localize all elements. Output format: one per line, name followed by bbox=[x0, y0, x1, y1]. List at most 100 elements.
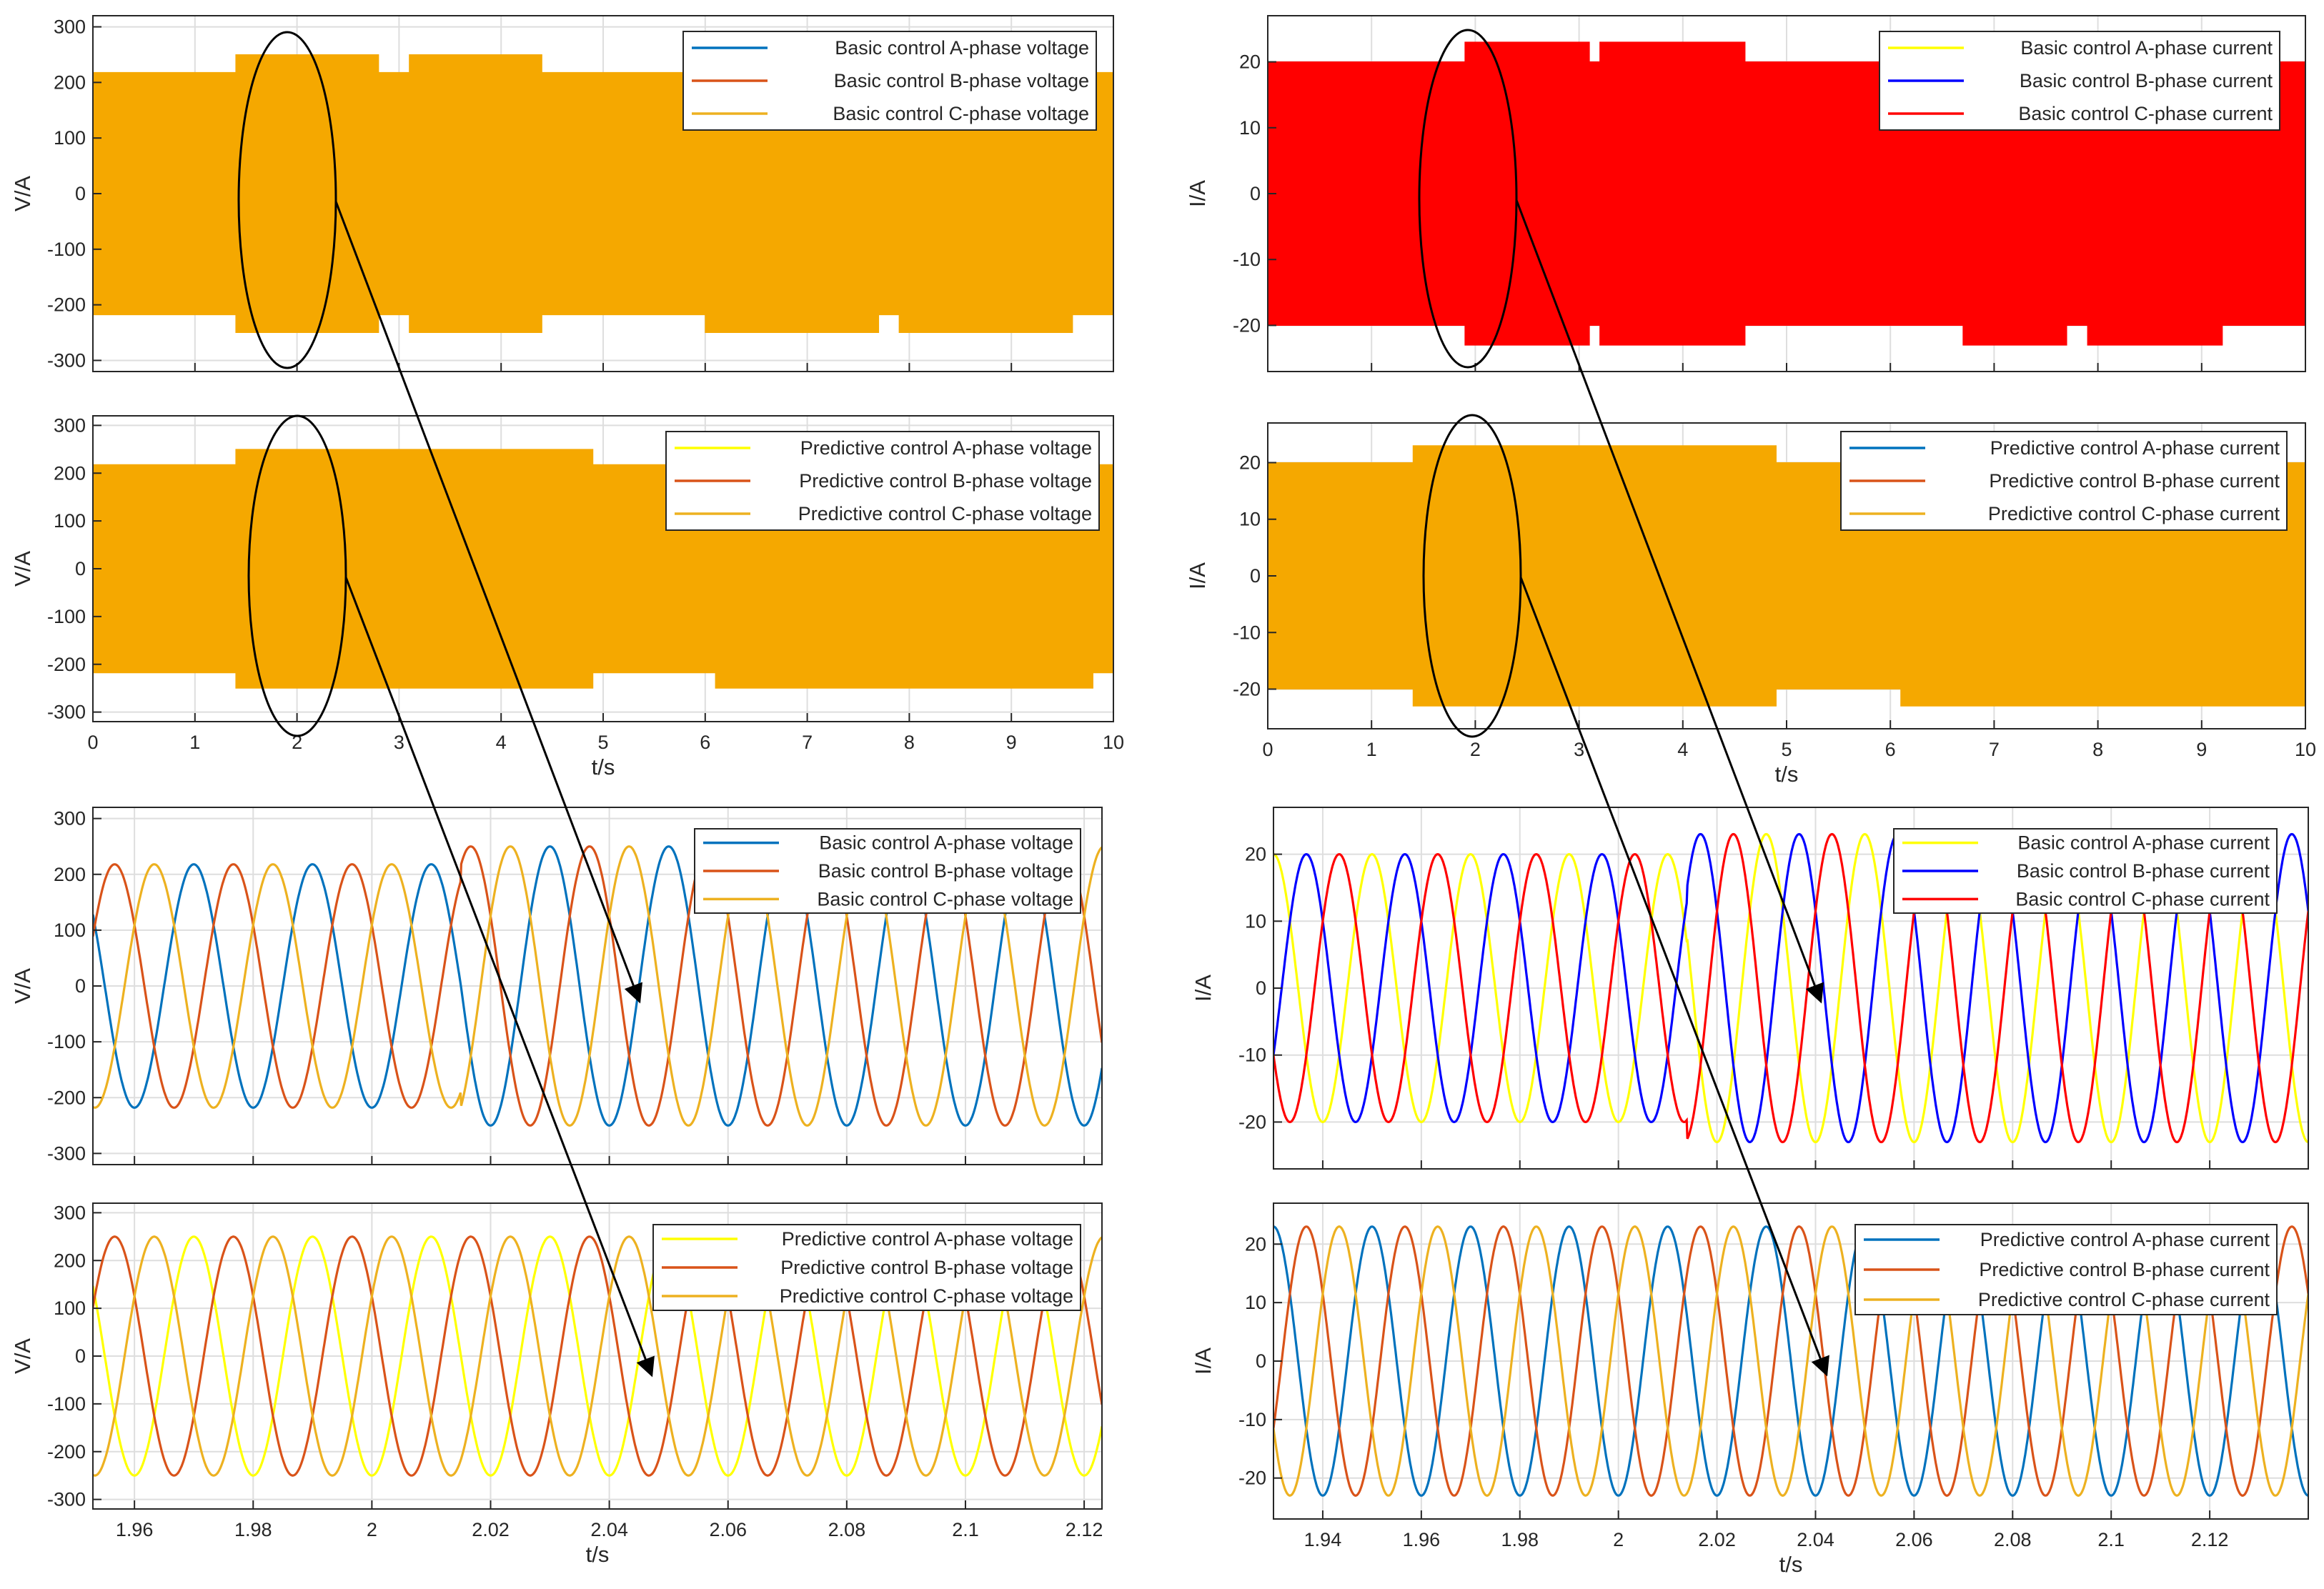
x-tick-label: 5 bbox=[597, 732, 608, 753]
legend-label: Basic control A-phase current bbox=[2017, 832, 2270, 854]
y-tick-label: -20 bbox=[1238, 1111, 1266, 1132]
y-tick-label: 300 bbox=[54, 414, 86, 436]
x-tick-label: 1.94 bbox=[1304, 1529, 1342, 1550]
legend-label: Basic control B-phase voltage bbox=[834, 70, 1089, 91]
legend: Basic control A-phase current Basic contr… bbox=[1879, 31, 2280, 131]
x-tick-label: 1.96 bbox=[1403, 1529, 1441, 1550]
y-tick-label: -300 bbox=[47, 1489, 86, 1510]
x-tick-label: 2.1 bbox=[952, 1519, 979, 1540]
legend: Predictive control A-phase current Predic… bbox=[1854, 1224, 2278, 1315]
y-tick-label: 0 bbox=[75, 558, 86, 579]
y-tick-label: -200 bbox=[47, 294, 86, 316]
x-tick-label: 3 bbox=[1574, 739, 1584, 760]
y-tick-label: -20 bbox=[1233, 314, 1261, 336]
x-tick-label: 10 bbox=[1103, 732, 1124, 753]
legend: Predictive control A-phase voltage Predic… bbox=[652, 1224, 1081, 1311]
x-tick-label: 1 bbox=[189, 732, 200, 753]
y-tick-label: 10 bbox=[1245, 910, 1266, 932]
y-tick-label: 10 bbox=[1239, 117, 1261, 139]
y-axis-label: I/A bbox=[1191, 975, 1216, 1002]
y-tick-label: -300 bbox=[47, 702, 86, 723]
current-predictive-full-panel: -20 -10 0 10 20 0 1 2 3 4 5 6 7 8 9 10 I/A t/s Predictive … bbox=[1185, 422, 2316, 787]
current-basic-full-panel: -20 -10 0 10 20 I/A Basic control A-phase curr… bbox=[1185, 15, 2306, 372]
x-tick-label: 2.06 bbox=[709, 1519, 747, 1540]
x-tick-label: 2 bbox=[367, 1519, 377, 1540]
series-line-1 bbox=[93, 845, 1102, 1127]
x-tick-label: 8 bbox=[904, 732, 915, 753]
legend-label: Predictive control A-phase current bbox=[1990, 437, 2280, 459]
legend-label: Predictive control A-phase current bbox=[1980, 1229, 2270, 1250]
y-tick-label: 10 bbox=[1245, 1292, 1266, 1313]
x-tick-label: 0 bbox=[1262, 739, 1273, 760]
y-tick-label: 0 bbox=[1256, 1350, 1266, 1372]
y-tick-label: -100 bbox=[47, 1031, 86, 1052]
y-axis-label: I/A bbox=[1191, 1348, 1216, 1375]
y-tick-label: 200 bbox=[54, 71, 86, 93]
x-tick-label: 8 bbox=[2092, 739, 2103, 760]
legend-label: Predictive control B-phase voltage bbox=[780, 1257, 1073, 1278]
y-tick-label: -10 bbox=[1233, 622, 1261, 643]
voltage-predictive-zoom-panel: -300 -200 -100 0 100 200 300 1.96 1.98 2 2.02 2.04 2… bbox=[10, 1202, 1103, 1567]
y-tick-label: 0 bbox=[1256, 977, 1266, 999]
y-tick-label: -200 bbox=[47, 1087, 86, 1108]
x-axis-label: t/s bbox=[586, 1542, 610, 1567]
legend: Predictive control A-phase current Predic… bbox=[1840, 431, 2288, 531]
ellipse-current-predictive bbox=[1422, 414, 1522, 738]
x-tick-label: 2.02 bbox=[472, 1519, 510, 1540]
legend: Predictive control A-phase voltage Predic… bbox=[665, 431, 1100, 531]
legend-label: Basic control B-phase current bbox=[2020, 70, 2273, 91]
y-tick-label: -10 bbox=[1238, 1409, 1266, 1430]
y-tick-label: -20 bbox=[1238, 1468, 1266, 1489]
x-tick-label: 4 bbox=[496, 732, 507, 753]
y-tick-label: -100 bbox=[47, 606, 86, 627]
x-tick-label: 2.02 bbox=[1698, 1529, 1736, 1550]
x-tick-label: 2.12 bbox=[2191, 1529, 2229, 1550]
series-line-1 bbox=[93, 1235, 1102, 1477]
x-tick-label: 10 bbox=[2295, 739, 2316, 760]
legend-label: Predictive control B-phase current bbox=[1989, 470, 2280, 492]
y-tick-label: 0 bbox=[1250, 183, 1261, 204]
y-tick-label: -300 bbox=[47, 349, 86, 371]
legend-label: Predictive control C-phase voltage bbox=[798, 503, 1092, 524]
y-tick-label: 200 bbox=[54, 1250, 86, 1271]
legend-label: Basic control C-phase current bbox=[2018, 103, 2273, 124]
x-tick-label: 4 bbox=[1677, 739, 1688, 760]
x-tick-label: 9 bbox=[1006, 732, 1017, 753]
y-tick-label: 300 bbox=[54, 16, 86, 38]
x-tick-label: 2.08 bbox=[828, 1519, 866, 1540]
x-axis-label: t/s bbox=[1775, 762, 1799, 787]
x-tick-label: 0 bbox=[87, 732, 98, 753]
arrow-current-predictive bbox=[1519, 577, 1829, 1377]
series-line-3 bbox=[93, 1235, 1102, 1477]
legend-label: Predictive control B-phase voltage bbox=[799, 470, 1092, 492]
x-tick-label: 2.04 bbox=[590, 1519, 628, 1540]
y-tick-label: 0 bbox=[75, 183, 86, 204]
x-tick-label: 2.08 bbox=[1994, 1529, 2032, 1550]
x-tick-label: 2 bbox=[1470, 739, 1481, 760]
y-tick-label: -200 bbox=[47, 1441, 86, 1463]
y-tick-label: -10 bbox=[1238, 1045, 1266, 1066]
ellipse-voltage-predictive bbox=[247, 414, 347, 737]
x-tick-label: 3 bbox=[394, 732, 404, 753]
x-tick-label: 7 bbox=[802, 732, 813, 753]
y-tick-label: 0 bbox=[75, 975, 86, 997]
y-tick-label: 100 bbox=[54, 920, 86, 941]
y-tick-label: -100 bbox=[47, 1393, 86, 1415]
series-line-2 bbox=[1273, 832, 2308, 1144]
legend-label: Predictive control B-phase current bbox=[1979, 1259, 2270, 1280]
annotations bbox=[237, 29, 1829, 1378]
x-tick-label: 2 bbox=[292, 732, 302, 753]
y-tick-label: 20 bbox=[1239, 51, 1261, 73]
legend: Basic control A-phase voltage Basic contr… bbox=[682, 31, 1097, 131]
x-tick-label: 1 bbox=[1366, 739, 1377, 760]
legend-label: Predictive control A-phase voltage bbox=[782, 1228, 1073, 1250]
x-tick-label: 6 bbox=[700, 732, 710, 753]
x-tick-label: 1.96 bbox=[116, 1519, 154, 1540]
series-line-2 bbox=[1273, 1225, 2308, 1497]
y-tick-label: -300 bbox=[47, 1142, 86, 1164]
y-tick-label: -10 bbox=[1233, 249, 1261, 270]
ellipse-voltage-basic bbox=[237, 31, 337, 369]
y-tick-label: 100 bbox=[54, 1297, 86, 1319]
y-axis-label: V/A bbox=[10, 551, 35, 587]
